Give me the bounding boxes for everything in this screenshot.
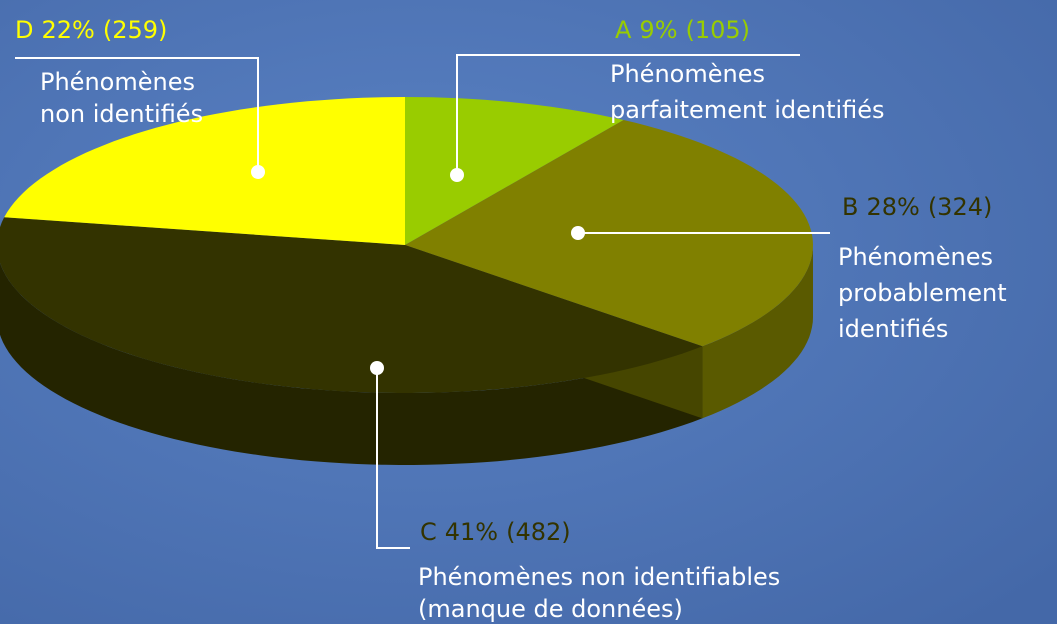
category: B	[842, 193, 858, 221]
slice-side	[0, 262, 703, 465]
leader-line	[456, 54, 800, 175]
count-label: (324)	[928, 193, 993, 221]
slice-label: C 41% (482)	[420, 518, 571, 546]
leader-dot	[571, 226, 585, 240]
slice-description: parfaitement identifiés	[610, 96, 885, 124]
count-label: (259)	[103, 16, 168, 44]
slice-label: D 22% (259)	[15, 16, 167, 44]
leader-line	[376, 368, 410, 549]
slice-description: Phénomènes	[610, 60, 765, 88]
value-label: 28%	[866, 193, 919, 221]
slice-label: B 28% (324)	[842, 193, 992, 221]
count-label: (482)	[506, 518, 571, 546]
slice-side	[702, 245, 813, 419]
slice-description: Phénomènes	[40, 68, 195, 96]
value-label: 41%	[445, 518, 498, 546]
slice	[405, 97, 624, 245]
leader-line	[15, 57, 259, 172]
category: D	[15, 16, 33, 44]
slice-description: Phénomènes	[838, 243, 993, 271]
slice-description: Phénomènes non identifiables	[418, 563, 780, 591]
leader-dot	[370, 361, 384, 375]
value-label: 22%	[41, 16, 94, 44]
leader-dot	[450, 168, 464, 182]
value-label: 9%	[639, 16, 677, 44]
slice	[0, 217, 703, 393]
slice-description: probablement	[838, 279, 1007, 307]
category: A	[615, 16, 632, 44]
slice-description: non identifiés	[40, 100, 203, 128]
count-label: (105)	[686, 16, 751, 44]
slice-description: identifiés	[838, 315, 948, 343]
slice-label: A 9% (105)	[615, 16, 750, 44]
slice	[4, 97, 405, 245]
slice-description: (manque de données)	[418, 595, 683, 623]
category: C	[420, 518, 437, 546]
leader-dot	[251, 165, 265, 179]
